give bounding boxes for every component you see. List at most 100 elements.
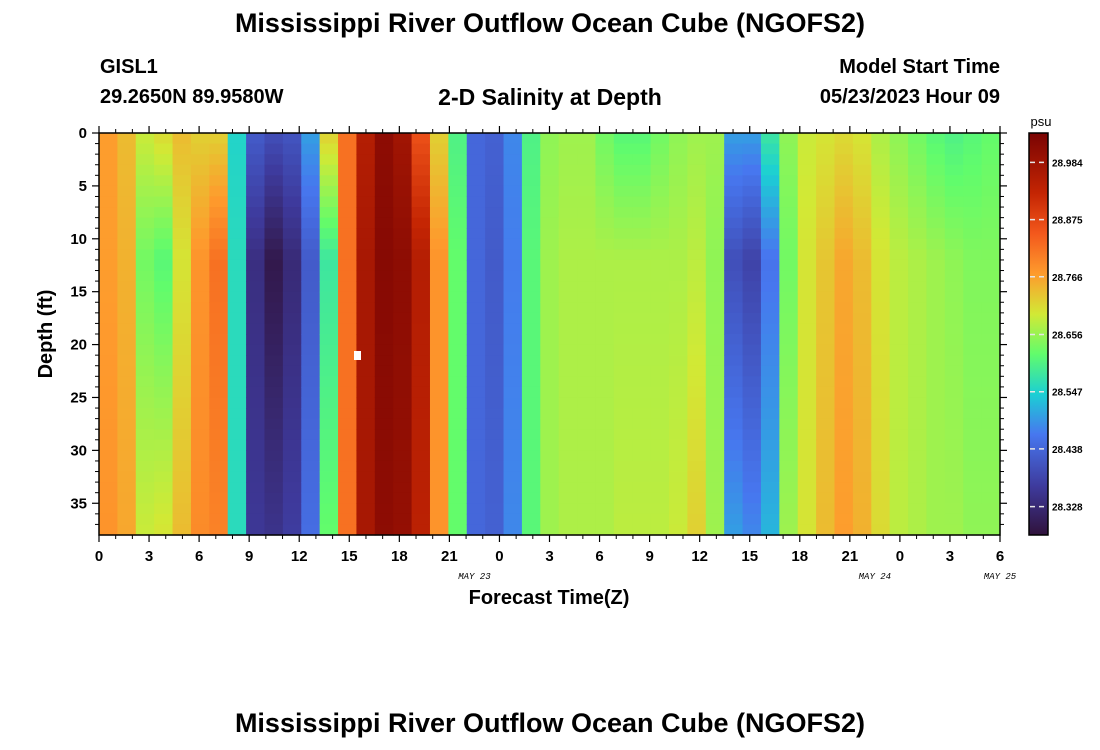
heatmap-cell bbox=[650, 365, 670, 377]
heatmap-cell bbox=[852, 133, 872, 145]
heatmap-cell bbox=[963, 524, 983, 536]
heatmap-cell bbox=[282, 513, 302, 526]
heatmap-cell bbox=[209, 344, 229, 356]
heatmap-cell bbox=[944, 164, 964, 176]
heatmap-cell bbox=[871, 376, 891, 388]
heatmap-cell bbox=[338, 429, 358, 441]
heatmap-cell bbox=[871, 460, 891, 473]
heatmap-cell bbox=[282, 259, 302, 272]
heatmap-cell bbox=[908, 323, 928, 335]
heatmap-cell bbox=[117, 513, 137, 526]
heatmap-cell bbox=[779, 418, 799, 430]
heatmap-cell bbox=[99, 355, 118, 367]
heatmap-cell bbox=[981, 238, 1001, 250]
heatmap-cell bbox=[558, 312, 578, 325]
heatmap-cell bbox=[172, 291, 192, 303]
heatmap-cell bbox=[540, 492, 560, 504]
heatmap-cell bbox=[117, 334, 137, 346]
heatmap-cell bbox=[393, 312, 413, 325]
heatmap-cell bbox=[540, 376, 560, 388]
x-tick-label: 12 bbox=[691, 548, 708, 565]
heatmap-cell bbox=[595, 429, 615, 441]
heatmap-cell bbox=[319, 513, 339, 526]
heatmap-cell bbox=[724, 185, 744, 198]
heatmap-cell bbox=[871, 418, 891, 430]
heatmap-cell bbox=[246, 376, 266, 388]
heatmap-cell bbox=[485, 249, 505, 261]
heatmap-cell bbox=[282, 133, 302, 145]
heatmap-cell bbox=[374, 386, 394, 399]
heatmap-cell bbox=[485, 524, 505, 536]
heatmap-cell bbox=[908, 482, 928, 494]
heatmap-cell bbox=[871, 270, 891, 282]
heatmap-cell bbox=[724, 217, 744, 229]
heatmap-cell bbox=[816, 270, 836, 282]
heatmap-cell bbox=[871, 429, 891, 441]
heatmap-cell bbox=[356, 133, 376, 145]
heatmap-cell bbox=[834, 249, 854, 261]
heatmap-cell bbox=[319, 365, 339, 377]
heatmap-cell bbox=[558, 503, 578, 515]
heatmap-cell bbox=[411, 397, 431, 409]
heatmap-cell bbox=[632, 312, 652, 325]
heatmap-cell bbox=[429, 185, 449, 198]
heatmap-cell bbox=[742, 133, 762, 145]
heatmap-cell bbox=[760, 249, 780, 261]
heatmap-cell bbox=[871, 249, 891, 261]
heatmap-cell bbox=[540, 344, 560, 356]
heatmap-cell bbox=[613, 503, 633, 515]
heatmap-cell bbox=[99, 281, 118, 293]
heatmap-cell bbox=[981, 259, 1001, 272]
colorbar-tick-label: 28.766 bbox=[1052, 273, 1083, 284]
heatmap-cell bbox=[687, 259, 707, 272]
heatmap-cell bbox=[282, 270, 302, 282]
heatmap-cell bbox=[264, 164, 284, 176]
heatmap-cell bbox=[429, 207, 449, 219]
heatmap-cell bbox=[944, 207, 964, 219]
heatmap-cell bbox=[411, 312, 431, 325]
heatmap-cell bbox=[981, 524, 1001, 536]
heatmap-cell bbox=[338, 365, 358, 377]
heatmap-cell bbox=[411, 334, 431, 346]
heatmap-cell bbox=[99, 492, 118, 504]
heatmap-cell bbox=[760, 302, 780, 314]
heatmap-cell bbox=[264, 418, 284, 430]
heatmap-cell bbox=[521, 228, 541, 240]
heatmap-cell bbox=[374, 164, 394, 176]
heatmap-cell bbox=[595, 386, 615, 399]
heatmap-cell bbox=[558, 471, 578, 483]
heatmap-cell bbox=[558, 408, 578, 420]
heatmap-cell bbox=[613, 460, 633, 473]
heatmap-cell bbox=[760, 143, 780, 155]
heatmap-cell bbox=[356, 164, 376, 176]
heatmap-cell bbox=[117, 492, 137, 504]
heatmap-cell bbox=[834, 164, 854, 176]
heatmap-cell bbox=[871, 503, 891, 515]
heatmap-cell bbox=[669, 355, 689, 367]
heatmap-cell bbox=[393, 291, 413, 303]
heatmap-cell bbox=[448, 302, 468, 314]
heatmap-cell bbox=[558, 302, 578, 314]
heatmap-cell bbox=[246, 450, 266, 462]
heatmap-cell bbox=[209, 439, 229, 451]
heatmap-cell bbox=[99, 185, 118, 198]
heatmap-cell bbox=[632, 302, 652, 314]
heatmap-cell bbox=[871, 302, 891, 314]
heatmap-cell bbox=[135, 492, 155, 504]
heatmap-cell bbox=[154, 281, 174, 293]
heatmap-cell bbox=[485, 217, 505, 229]
heatmap-cell bbox=[411, 270, 431, 282]
heatmap-cell bbox=[246, 302, 266, 314]
heatmap-cell bbox=[705, 471, 725, 483]
heatmap-cell bbox=[687, 281, 707, 293]
heatmap-cell bbox=[356, 365, 376, 377]
heatmap-cell bbox=[135, 196, 155, 208]
heatmap-cell bbox=[852, 270, 872, 282]
heatmap-cell bbox=[99, 207, 118, 219]
heatmap-cell bbox=[521, 460, 541, 473]
heatmap-cell bbox=[411, 238, 431, 250]
heatmap-cell bbox=[466, 492, 486, 504]
heatmap-cell bbox=[448, 408, 468, 420]
heatmap-cell bbox=[669, 312, 689, 325]
heatmap-cell bbox=[374, 217, 394, 229]
